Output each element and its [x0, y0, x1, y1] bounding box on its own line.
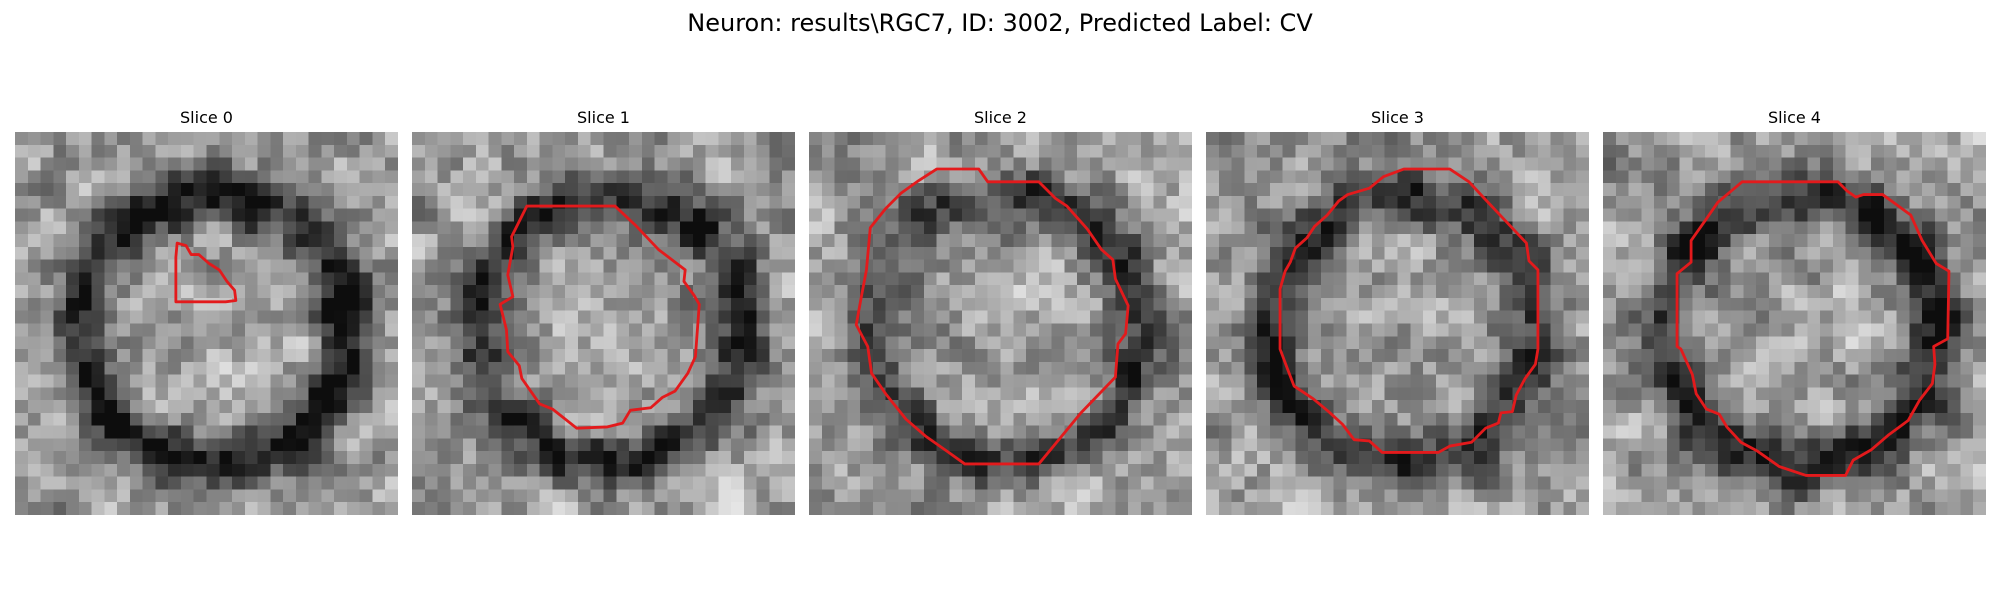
- grayscale-pixels: [412, 132, 795, 515]
- grayscale-pixels: [809, 132, 1192, 515]
- slice-image: [412, 132, 795, 515]
- slice-image: [1603, 132, 1986, 515]
- slice-image: [15, 132, 398, 515]
- slice-panel-4: Slice 4: [1603, 108, 1986, 515]
- slice-title: Slice 0: [180, 108, 233, 127]
- slice-title: Slice 2: [974, 108, 1027, 127]
- grayscale-pixels: [1603, 132, 1986, 515]
- slice-panel-0: Slice 0: [15, 108, 398, 515]
- grayscale-pixels: [1206, 132, 1589, 515]
- slice-image: [809, 132, 1192, 515]
- roi-outline: [174, 241, 238, 304]
- roi-outline: [1675, 180, 1951, 477]
- figure-title: Neuron: results\RGC7, ID: 3002, Predicte…: [687, 9, 1313, 37]
- roi-outline: [854, 167, 1130, 466]
- slice-title: Slice 1: [577, 108, 630, 127]
- slice-image: [1206, 132, 1589, 515]
- slice-title: Slice 4: [1768, 108, 1821, 127]
- slice-panel-1: Slice 1: [412, 108, 795, 515]
- roi-outline: [498, 204, 701, 430]
- roi-outline: [1278, 167, 1540, 454]
- grayscale-pixels: [15, 132, 398, 515]
- slice-panel-2: Slice 2: [809, 108, 1192, 515]
- slice-title: Slice 3: [1371, 108, 1424, 127]
- slice-panel-3: Slice 3: [1206, 108, 1589, 515]
